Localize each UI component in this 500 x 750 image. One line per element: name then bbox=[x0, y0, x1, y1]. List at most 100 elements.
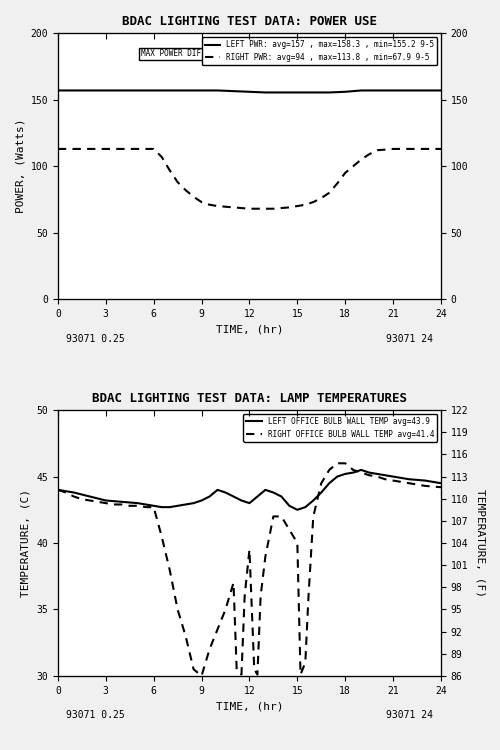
LEFT OFFICE BULB WALL TEMP avg=43.9 bbox=[238, 496, 244, 505]
LEFT PWR: avg=157 , max=158.3 , min=155.2 9-5: (3, 157): avg=157 , max=158.3 , min=155.2 9-5: (3,… bbox=[103, 86, 109, 95]
LEFT PWR: avg=157 , max=158.3 , min=155.2 9-5: (12, 156): avg=157 , max=158.3 , min=155.2 9-5: (12… bbox=[246, 87, 252, 96]
Text: 93071 24: 93071 24 bbox=[386, 334, 434, 344]
LEFT OFFICE BULB WALL TEMP avg=43.9 bbox=[302, 503, 308, 512]
Line: LEFT OFFICE BULB WALL TEMP avg=43.9: LEFT OFFICE BULB WALL TEMP avg=43.9 bbox=[58, 470, 441, 510]
LEFT PWR: avg=157 , max=158.3 , min=155.2 9-5: (14, 156): avg=157 , max=158.3 , min=155.2 9-5: (14… bbox=[278, 88, 284, 97]
RIGHT PWR: avg=94 , max=113.8 , min=67.9 9-5: (18.2, 97): avg=94 , max=113.8 , min=67.9 9-5: (18.2… bbox=[346, 166, 352, 175]
RIGHT OFFICE BULB WALL TEMP avg=41.4 bbox=[254, 670, 260, 679]
Text: 93071 0.25: 93071 0.25 bbox=[66, 334, 124, 344]
LEFT OFFICE BULB WALL TEMP avg=43.9 bbox=[182, 500, 188, 509]
X-axis label: TIME, (hr): TIME, (hr) bbox=[216, 324, 283, 334]
RIGHT PWR: avg=94 , max=113.8 , min=67.9 9-5: (13, 68): avg=94 , max=113.8 , min=67.9 9-5: (13, … bbox=[262, 204, 268, 213]
LEFT PWR: avg=157 , max=158.3 , min=155.2 9-5: (23, 157): avg=157 , max=158.3 , min=155.2 9-5: (23… bbox=[422, 86, 428, 95]
RIGHT PWR: avg=94 , max=113.8 , min=67.9 9-5: (6.5, 107): avg=94 , max=113.8 , min=67.9 9-5: (6.5,… bbox=[158, 152, 164, 161]
LEFT PWR: avg=157 , max=158.3 , min=155.2 9-5: (19, 157): avg=157 , max=158.3 , min=155.2 9-5: (19… bbox=[358, 86, 364, 95]
LEFT OFFICE BULB WALL TEMP avg=43.9 bbox=[262, 485, 268, 494]
RIGHT PWR: avg=94 , max=113.8 , min=67.9 9-5: (17.5, 87): avg=94 , max=113.8 , min=67.9 9-5: (17.5… bbox=[334, 179, 340, 188]
LEFT OFFICE BULB WALL TEMP avg=43.9 bbox=[366, 468, 372, 477]
LEFT OFFICE BULB WALL TEMP avg=43.9 bbox=[166, 503, 172, 512]
RIGHT OFFICE BULB WALL TEMP avg=41.4 bbox=[206, 645, 212, 654]
RIGHT OFFICE BULB WALL TEMP avg=41.4 bbox=[334, 459, 340, 468]
LEFT PWR: avg=157 , max=158.3 , min=155.2 9-5: (4, 157): avg=157 , max=158.3 , min=155.2 9-5: (4,… bbox=[119, 86, 125, 95]
LEFT OFFICE BULB WALL TEMP avg=43.9 bbox=[246, 499, 252, 508]
RIGHT PWR: avg=94 , max=113.8 , min=67.9 9-5: (2, 113): avg=94 , max=113.8 , min=67.9 9-5: (2, 1… bbox=[87, 145, 93, 154]
LEFT OFFICE BULB WALL TEMP avg=43.9 bbox=[422, 476, 428, 485]
LEFT OFFICE BULB WALL TEMP avg=43.9 bbox=[158, 503, 164, 512]
LEFT PWR: avg=157 , max=158.3 , min=155.2 9-5: (16, 156): avg=157 , max=158.3 , min=155.2 9-5: (16… bbox=[310, 88, 316, 97]
RIGHT PWR: avg=94 , max=113.8 , min=67.9 9-5: (0.25, 113): avg=94 , max=113.8 , min=67.9 9-5: (0.25… bbox=[59, 145, 65, 154]
LEFT PWR: avg=157 , max=158.3 , min=155.2 9-5: (7, 157): avg=157 , max=158.3 , min=155.2 9-5: (7,… bbox=[166, 86, 172, 95]
RIGHT PWR: avg=94 , max=113.8 , min=67.9 9-5: (8, 82): avg=94 , max=113.8 , min=67.9 9-5: (8, 8… bbox=[182, 185, 188, 194]
RIGHT PWR: avg=94 , max=113.8 , min=67.9 9-5: (12, 68): avg=94 , max=113.8 , min=67.9 9-5: (12, … bbox=[246, 204, 252, 213]
LEFT OFFICE BULB WALL TEMP avg=43.9 bbox=[334, 472, 340, 481]
LEFT PWR: avg=157 , max=158.3 , min=155.2 9-5: (21, 157): avg=157 , max=158.3 , min=155.2 9-5: (21… bbox=[390, 86, 396, 95]
LEFT PWR: avg=157 , max=158.3 , min=155.2 9-5: (17, 156): avg=157 , max=158.3 , min=155.2 9-5: (17… bbox=[326, 88, 332, 97]
LEFT OFFICE BULB WALL TEMP avg=43.9 bbox=[222, 488, 228, 497]
X-axis label: TIME, (hr): TIME, (hr) bbox=[216, 701, 283, 711]
LEFT OFFICE BULB WALL TEMP avg=43.9 bbox=[294, 506, 300, 515]
RIGHT PWR: avg=94 , max=113.8 , min=67.9 9-5: (17, 80): avg=94 , max=113.8 , min=67.9 9-5: (17, … bbox=[326, 188, 332, 197]
LEFT OFFICE BULB WALL TEMP avg=43.9 bbox=[198, 496, 204, 505]
LEFT PWR: avg=157 , max=158.3 , min=155.2 9-5: (6, 157): avg=157 , max=158.3 , min=155.2 9-5: (6,… bbox=[150, 86, 156, 95]
RIGHT PWR: avg=94 , max=113.8 , min=67.9 9-5: (10.5, 69.5): avg=94 , max=113.8 , min=67.9 9-5: (10.5… bbox=[222, 202, 228, 211]
RIGHT OFFICE BULB WALL TEMP avg=41.4 bbox=[55, 485, 61, 494]
RIGHT PWR: avg=94 , max=113.8 , min=67.9 9-5: (11, 69): avg=94 , max=113.8 , min=67.9 9-5: (11, … bbox=[230, 203, 236, 212]
LEFT PWR: avg=157 , max=158.3 , min=155.2 9-5: (24, 157): avg=157 , max=158.3 , min=155.2 9-5: (24… bbox=[438, 86, 444, 95]
LEFT OFFICE BULB WALL TEMP avg=43.9 bbox=[206, 492, 212, 501]
RIGHT PWR: avg=94 , max=113.8 , min=67.9 9-5: (4, 113): avg=94 , max=113.8 , min=67.9 9-5: (4, 1… bbox=[119, 145, 125, 154]
RIGHT PWR: avg=94 , max=113.8 , min=67.9 9-5: (14.5, 69): avg=94 , max=113.8 , min=67.9 9-5: (14.5… bbox=[286, 203, 292, 212]
LEFT PWR: avg=157 , max=158.3 , min=155.2 9-5: (9, 157): avg=157 , max=158.3 , min=155.2 9-5: (9,… bbox=[198, 86, 204, 95]
LEFT OFFICE BULB WALL TEMP avg=43.9 bbox=[174, 501, 180, 510]
Y-axis label: TEMPERATURE, (C): TEMPERATURE, (C) bbox=[21, 489, 31, 597]
LEFT OFFICE BULB WALL TEMP avg=43.9 bbox=[190, 499, 196, 508]
RIGHT PWR: avg=94 , max=113.8 , min=67.9 9-5: (19, 105): avg=94 , max=113.8 , min=67.9 9-5: (19, … bbox=[358, 155, 364, 164]
LEFT OFFICE BULB WALL TEMP avg=43.9 bbox=[87, 492, 93, 501]
Legend: LEFT PWR: avg=157 , max=158.3 , min=155.2 9-5, RIGHT PWR: avg=94 , max=113.8 , m: LEFT PWR: avg=157 , max=158.3 , min=155.… bbox=[202, 38, 437, 65]
LEFT PWR: avg=157 , max=158.3 , min=155.2 9-5: (15, 156): avg=157 , max=158.3 , min=155.2 9-5: (15… bbox=[294, 88, 300, 97]
Title: BDAC LIGHTING TEST DATA: POWER USE: BDAC LIGHTING TEST DATA: POWER USE bbox=[122, 15, 377, 28]
Y-axis label: POWER, (Watts): POWER, (Watts) bbox=[15, 119, 25, 214]
RIGHT PWR: avg=94 , max=113.8 , min=67.9 9-5: (6, 113): avg=94 , max=113.8 , min=67.9 9-5: (6, 1… bbox=[150, 145, 156, 154]
LEFT OFFICE BULB WALL TEMP avg=43.9 bbox=[382, 471, 388, 480]
Title: BDAC LIGHTING TEST DATA: LAMP TEMPERATURES: BDAC LIGHTING TEST DATA: LAMP TEMPERATUR… bbox=[92, 392, 407, 405]
RIGHT OFFICE BULB WALL TEMP avg=41.4 bbox=[438, 483, 444, 492]
RIGHT PWR: avg=94 , max=113.8 , min=67.9 9-5: (16, 73): avg=94 , max=113.8 , min=67.9 9-5: (16, … bbox=[310, 197, 316, 206]
LEFT OFFICE BULB WALL TEMP avg=43.9 bbox=[278, 492, 284, 501]
RIGHT PWR: avg=94 , max=113.8 , min=67.9 9-5: (8.5, 77): avg=94 , max=113.8 , min=67.9 9-5: (8.5,… bbox=[190, 192, 196, 201]
Y-axis label: TEMPERATURE, (F): TEMPERATURE, (F) bbox=[475, 489, 485, 597]
LEFT PWR: avg=157 , max=158.3 , min=155.2 9-5: (1, 157): avg=157 , max=158.3 , min=155.2 9-5: (1,… bbox=[71, 86, 77, 95]
RIGHT PWR: avg=94 , max=113.8 , min=67.9 9-5: (5, 113): avg=94 , max=113.8 , min=67.9 9-5: (5, 1… bbox=[134, 145, 140, 154]
RIGHT PWR: avg=94 , max=113.8 , min=67.9 9-5: (24, 113): avg=94 , max=113.8 , min=67.9 9-5: (24, … bbox=[438, 145, 444, 154]
RIGHT PWR: avg=94 , max=113.8 , min=67.9 9-5: (11.5, 68.5): avg=94 , max=113.8 , min=67.9 9-5: (11.5… bbox=[238, 203, 244, 212]
RIGHT PWR: avg=94 , max=113.8 , min=67.9 9-5: (14, 68.5): avg=94 , max=113.8 , min=67.9 9-5: (14, … bbox=[278, 203, 284, 212]
LEFT OFFICE BULB WALL TEMP avg=43.9 bbox=[150, 501, 156, 510]
RIGHT PWR: avg=94 , max=113.8 , min=67.9 9-5: (12.5, 68): avg=94 , max=113.8 , min=67.9 9-5: (12.5… bbox=[254, 204, 260, 213]
RIGHT PWR: avg=94 , max=113.8 , min=67.9 9-5: (19.5, 109): avg=94 , max=113.8 , min=67.9 9-5: (19.5… bbox=[366, 150, 372, 159]
RIGHT PWR: avg=94 , max=113.8 , min=67.9 9-5: (13.5, 68): avg=94 , max=113.8 , min=67.9 9-5: (13.5… bbox=[270, 204, 276, 213]
LEFT OFFICE BULB WALL TEMP avg=43.9 bbox=[286, 501, 292, 510]
Text: MAX POWER DIF (B/T 9am & 5pm) L=1.9 %  R=40.3 %: MAX POWER DIF (B/T 9am & 5pm) L=1.9 % R=… bbox=[141, 50, 358, 58]
RIGHT PWR: avg=94 , max=113.8 , min=67.9 9-5: (7.5, 88): avg=94 , max=113.8 , min=67.9 9-5: (7.5,… bbox=[174, 178, 180, 187]
RIGHT PWR: avg=94 , max=113.8 , min=67.9 9-5: (9.5, 71): avg=94 , max=113.8 , min=67.9 9-5: (9.5,… bbox=[206, 200, 212, 209]
LEFT OFFICE BULB WALL TEMP avg=43.9 bbox=[119, 497, 125, 506]
LEFT OFFICE BULB WALL TEMP avg=43.9 bbox=[438, 478, 444, 488]
Text: 93071 24: 93071 24 bbox=[386, 710, 434, 721]
LEFT PWR: avg=157 , max=158.3 , min=155.2 9-5: (11, 156): avg=157 , max=158.3 , min=155.2 9-5: (11… bbox=[230, 87, 236, 96]
RIGHT OFFICE BULB WALL TEMP avg=41.4 bbox=[294, 538, 300, 548]
LEFT PWR: avg=157 , max=158.3 , min=155.2 9-5: (10, 157): avg=157 , max=158.3 , min=155.2 9-5: (10… bbox=[214, 86, 220, 95]
RIGHT OFFICE BULB WALL TEMP avg=41.4 bbox=[198, 671, 204, 680]
LEFT OFFICE BULB WALL TEMP avg=43.9 bbox=[342, 470, 348, 478]
RIGHT PWR: avg=94 , max=113.8 , min=67.9 9-5: (22, 113): avg=94 , max=113.8 , min=67.9 9-5: (22, … bbox=[406, 145, 412, 154]
LEFT OFFICE BULB WALL TEMP avg=43.9 bbox=[310, 496, 316, 505]
LEFT OFFICE BULB WALL TEMP avg=43.9 bbox=[326, 478, 332, 488]
RIGHT PWR: avg=94 , max=113.8 , min=67.9 9-5: (21, 113): avg=94 , max=113.8 , min=67.9 9-5: (21, … bbox=[390, 145, 396, 154]
RIGHT PWR: avg=94 , max=113.8 , min=67.9 9-5: (16.5, 76): avg=94 , max=113.8 , min=67.9 9-5: (16.5… bbox=[318, 194, 324, 202]
LEFT PWR: avg=157 , max=158.3 , min=155.2 9-5: (22, 157): avg=157 , max=158.3 , min=155.2 9-5: (22… bbox=[406, 86, 412, 95]
LEFT OFFICE BULB WALL TEMP avg=43.9 bbox=[318, 488, 324, 497]
LEFT PWR: avg=157 , max=158.3 , min=155.2 9-5: (5, 157): avg=157 , max=158.3 , min=155.2 9-5: (5,… bbox=[134, 86, 140, 95]
LEFT OFFICE BULB WALL TEMP avg=43.9 bbox=[406, 475, 412, 484]
RIGHT PWR: avg=94 , max=113.8 , min=67.9 9-5: (7, 97): avg=94 , max=113.8 , min=67.9 9-5: (7, 9… bbox=[166, 166, 172, 175]
RIGHT PWR: avg=94 , max=113.8 , min=67.9 9-5: (23, 113): avg=94 , max=113.8 , min=67.9 9-5: (23, … bbox=[422, 145, 428, 154]
LEFT OFFICE BULB WALL TEMP avg=43.9 bbox=[71, 488, 77, 497]
RIGHT PWR: avg=94 , max=113.8 , min=67.9 9-5: (10, 70): avg=94 , max=113.8 , min=67.9 9-5: (10, … bbox=[214, 202, 220, 211]
